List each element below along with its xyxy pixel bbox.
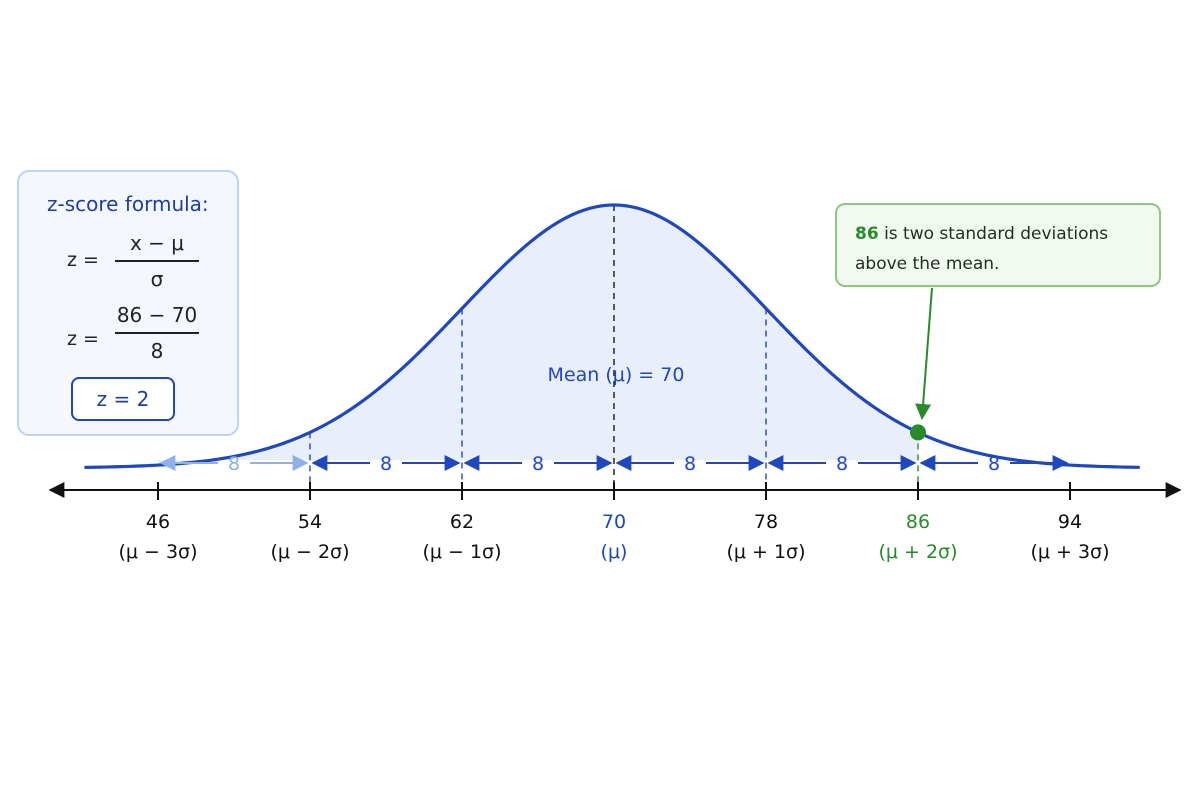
interval-label: 8 — [380, 453, 392, 475]
callout-text-line2: above the mean. — [855, 254, 1000, 274]
tick-sublabel: (μ) — [601, 541, 628, 563]
interval-label: 8 — [684, 453, 696, 475]
tick-label: 94 — [1058, 511, 1082, 533]
tick-label: 62 — [450, 511, 474, 533]
z-equals-label-specific: z = — [67, 328, 99, 350]
formula-title: z-score formula: — [47, 192, 209, 216]
general-denominator: σ — [150, 266, 164, 291]
callout-highlight-value: 86 — [855, 224, 879, 244]
tick-sublabel: (μ − 3σ) — [118, 541, 197, 563]
tick-sublabel: (μ + 3σ) — [1030, 541, 1109, 563]
tick-sublabel: (μ − 2σ) — [270, 541, 349, 563]
tick-label: 86 — [906, 511, 930, 533]
general-fraction: x − μ σ — [115, 230, 199, 292]
normal-curve — [84, 203, 1140, 469]
interval-label: 8 — [532, 453, 544, 475]
shaded-area — [158, 205, 918, 466]
interval-label: 8 — [228, 453, 240, 475]
mean-label: Mean (μ) = 70 — [548, 364, 685, 386]
z-score-formula-box: z-score formula: z = x − μ σ z = 86 − 70… — [17, 170, 239, 436]
tick-sublabel: (μ − 1σ) — [422, 541, 501, 563]
tick-sublabel: (μ + 2σ) — [878, 541, 957, 563]
fraction-bar — [115, 332, 199, 334]
interval-label: 8 — [988, 453, 1000, 475]
callout-text-line1: is two standard deviations — [878, 224, 1109, 244]
specific-denominator: 8 — [150, 338, 164, 363]
interval-label: 8 — [836, 453, 848, 475]
tick-label: 54 — [298, 511, 322, 533]
fraction-bar — [115, 260, 199, 262]
specific-fraction: 86 − 70 8 — [115, 302, 199, 364]
annotation-callout: 86 is two standard deviations above the … — [835, 203, 1161, 287]
tick-label: 78 — [754, 511, 778, 533]
callout-pointer-arrow — [915, 287, 933, 421]
tick-label: 46 — [146, 511, 170, 533]
tick-sublabel: (μ + 1σ) — [726, 541, 805, 563]
highlight-point — [910, 424, 926, 441]
z-equals-label-general: z = — [67, 249, 99, 271]
general-numerator: x − μ — [129, 231, 185, 255]
tick-label: 70 — [602, 511, 626, 533]
z-result-badge: z = 2 — [71, 377, 175, 421]
specific-numerator: 86 − 70 — [116, 303, 198, 327]
